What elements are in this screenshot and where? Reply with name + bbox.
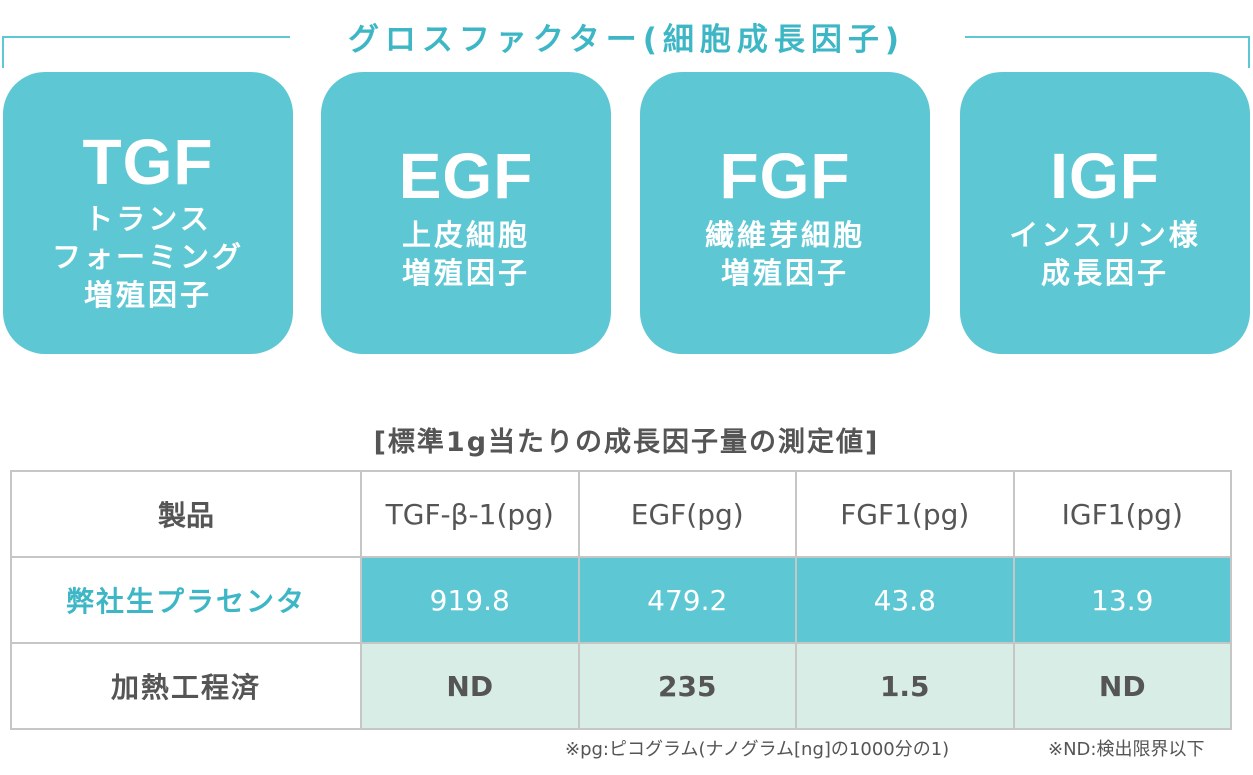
growth-factor-card-igf: IGF インスリン様 成長因子: [960, 72, 1250, 354]
footnote-nd: ※ND:検出限界以下: [1048, 739, 1205, 760]
card-abbr: TGF: [82, 126, 214, 198]
table-header-cell: 製品: [10, 470, 362, 558]
table-header-cell: TGF-β-1(pg): [360, 470, 580, 558]
table-cell: 43.8: [795, 556, 1015, 644]
section-title: グロスファクター(細胞成長因子): [347, 22, 906, 58]
table-header-cell: FGF1(pg): [795, 470, 1015, 558]
card-desc-line: 上皮細胞: [401, 218, 530, 252]
table-cell: 919.8: [360, 556, 580, 644]
table-caption: [標準1g当たりの成長因子量の測定値]: [373, 427, 880, 458]
table-cell: 1.5: [795, 642, 1015, 730]
growth-factor-card-egf: EGF 上皮細胞 増殖因子: [321, 72, 611, 354]
row-label: 弊社生プラセンタ: [10, 556, 362, 644]
header-bracket-left: [2, 36, 290, 38]
card-desc-line: 増殖因子: [83, 278, 212, 312]
card-desc-line: フォーミング: [51, 240, 244, 274]
growth-factor-card-tgf: TGF トランス フォーミング 増殖因子: [3, 72, 293, 354]
growth-factor-card-fgf: FGF 繊維芽細胞 増殖因子: [640, 72, 930, 354]
measurement-table: 製品 TGF-β-1(pg) EGF(pg) FGF1(pg) IGF1(pg)…: [10, 470, 1232, 730]
table-cell: ND: [1012, 642, 1232, 730]
header-bracket-left-tick: [2, 36, 4, 68]
card-abbr: IGF: [1050, 140, 1160, 212]
card-desc-line: 増殖因子: [720, 256, 849, 290]
table-cell: 479.2: [577, 556, 797, 644]
card-desc-line: インスリン様: [1009, 218, 1201, 252]
table-header-cell: IGF1(pg): [1012, 470, 1232, 558]
header-bracket-right: [965, 36, 1250, 38]
footnote-pg: ※pg:ピコグラム(ナノグラム[ng]の1000分の1): [565, 739, 950, 760]
header-bracket-right-tick: [1248, 36, 1250, 68]
card-desc-line: 成長因子: [1040, 256, 1169, 290]
table-header-cell: EGF(pg): [577, 470, 797, 558]
card-desc-line: 繊維芽細胞: [704, 218, 865, 252]
table-cell: 13.9: [1012, 556, 1232, 644]
card-abbr: EGF: [398, 140, 534, 212]
table-cell: 235: [577, 642, 797, 730]
table-header-row: 製品 TGF-β-1(pg) EGF(pg) FGF1(pg) IGF1(pg): [10, 470, 1232, 558]
row-label: 加熱工程済: [10, 642, 362, 730]
card-desc-line: トランス: [84, 202, 212, 236]
card-desc-line: 増殖因子: [401, 256, 530, 290]
table-cell: ND: [360, 642, 580, 730]
table-row: 弊社生プラセンタ 919.8 479.2 43.8 13.9: [10, 556, 1232, 644]
card-abbr: FGF: [719, 140, 851, 212]
table-row: 加熱工程済 ND 235 1.5 ND: [10, 642, 1232, 730]
